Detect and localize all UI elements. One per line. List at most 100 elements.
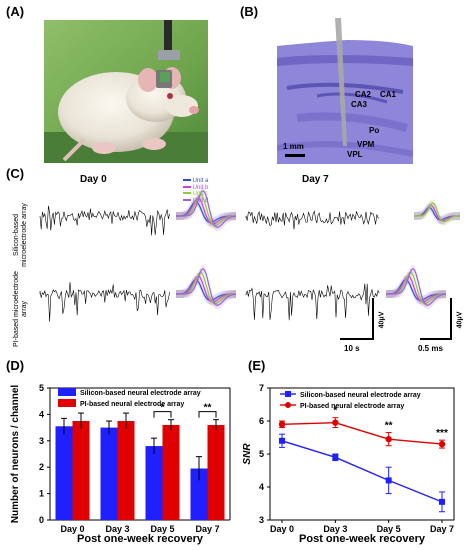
legend-swatch [58,388,76,396]
x-tick-label: Day 0 [270,524,294,534]
x-axis-label: Post one-week recovery [77,533,204,545]
y-tick-label: 7 [259,383,264,393]
data-point [439,498,445,505]
x-tick-label: Day 5 [150,524,174,534]
time-scale-bar-2 [420,338,450,340]
y-tick-label: 2 [39,462,44,472]
x-tick-label: Day 3 [105,524,129,534]
y-tick-label: 5 [259,449,264,459]
unit-legend-item: Unit a [183,178,208,185]
brain-slice-graphic [276,18,414,164]
region-ca3-label: CA3 [351,100,368,109]
rat-photo-graphic [44,20,208,163]
x-axis-label: Post one-week recovery [299,533,426,545]
x-tick-label: Day 3 [323,524,347,534]
waveform-unit-2-band [176,190,236,230]
x-tick-label: Day 7 [430,524,454,534]
unit-d-label: Unit d [192,197,209,204]
day0-title: Day 0 [80,174,107,185]
legend-label: Silicon-based neural electrode array [300,392,421,399]
time-scale-label: 10 s [344,344,360,353]
volt-scale-bar-2 [450,298,452,340]
bar [162,424,180,520]
y-axis-label: Number of neurons / channel [10,385,21,524]
significance-bracket [153,411,172,418]
significance-label: ** [204,403,212,414]
waveform-unit-1 [176,197,236,225]
volt-scale-label-wrap: 40μV [376,300,388,340]
panel-d-label: (D) [6,358,25,373]
significance-bracket [198,411,217,418]
trace-silicon-day0 [39,205,170,236]
panel-b-label: (B) [240,4,259,19]
spike-traces [39,186,461,322]
unit-legend-item: Unit d [183,198,208,205]
series-line [281,440,443,503]
unit-b-swatch [183,185,191,188]
time-scale-bar [340,338,372,340]
y-tick-label: 0 [39,515,44,525]
volt-scale-label-2-wrap: 40μV [454,300,466,340]
y-tick-label: 3 [259,515,264,525]
day7-title: Day 7 [302,174,329,185]
unit-legend: Unit a Unit b Unit c Unit d [183,178,208,204]
waveform-unit-3 [386,268,447,306]
legend-marker [285,391,291,397]
bar [145,446,163,520]
bar [100,427,118,520]
data-point [279,437,285,444]
series-line [281,421,443,445]
legend-label: Silicon-based neural electrode array [80,390,201,397]
trace-pi-day7 [245,283,380,321]
panel-e-label: (E) [248,358,266,373]
bar [207,424,225,520]
unit-a-swatch [183,179,191,182]
data-point [385,477,392,484]
panel-c-label: (C) [6,166,25,181]
waveform-unit-1 [386,275,446,303]
scale-bar-label: 1 mm [283,142,304,151]
data-point [385,435,392,443]
brain-slice-image: CA2 CA1 CA3 Po VPM VPL 1 mm [276,18,414,164]
x-tick-label: Day 0 [60,524,84,534]
bar [190,468,208,520]
region-ca1-label: CA1 [380,90,397,99]
legend-label: PI-based neural electrode array [80,401,184,408]
scale-bar [285,154,305,157]
unit-legend-item: Unit c [183,191,208,198]
significance-label: * [161,403,165,414]
bar [117,421,135,520]
x-tick-label: Day 5 [377,524,401,534]
waveform-unit-2 [414,202,461,223]
region-po-label: Po [369,126,380,135]
y-tick-label: 4 [259,482,264,492]
waveform-unit-1 [176,275,236,303]
x-tick-label: Day 7 [195,524,219,534]
legend-marker [285,402,291,408]
y-axis-label: SNR [242,443,253,465]
rat-photo [44,20,208,163]
legend-swatch [58,399,76,407]
waveform-unit-3 [176,268,237,306]
data-point [332,454,339,461]
data-point [438,440,446,448]
region-vpl-label: VPL [347,150,363,159]
unit-d-swatch [183,198,191,201]
waveform-unit-2-band [176,268,236,308]
legend-label: PI-based neural electrode array [300,403,404,410]
significance-label: * [333,406,337,417]
y-tick-label: 4 [39,409,44,419]
data-point [332,419,339,426]
bar [55,426,73,520]
unit-c-label: Unit c [192,191,209,197]
volt-scale-bar [372,298,374,340]
unit-a-label: Unit a [192,178,209,184]
region-vpm-label: VPM [357,140,375,149]
y-tick-label: 5 [39,383,44,393]
waveform-unit-2-band [386,268,446,308]
bar [72,421,90,520]
data-point [278,421,286,428]
y-tick-label: 3 [39,436,44,446]
